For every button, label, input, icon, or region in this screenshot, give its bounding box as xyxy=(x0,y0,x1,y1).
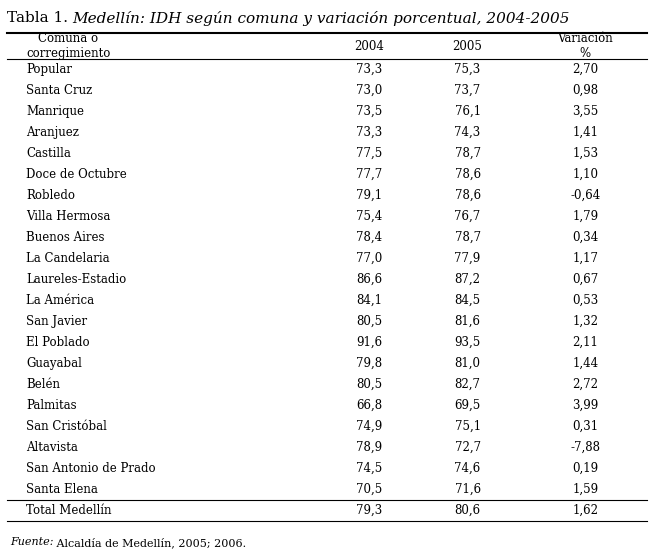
Text: 0,19: 0,19 xyxy=(572,462,598,475)
Text: 74,5: 74,5 xyxy=(356,462,383,475)
Text: 1,79: 1,79 xyxy=(572,210,598,223)
Text: 1,44: 1,44 xyxy=(572,357,598,370)
Text: El Poblado: El Poblado xyxy=(26,336,90,349)
Text: 70,5: 70,5 xyxy=(356,483,383,496)
Text: 77,9: 77,9 xyxy=(455,252,481,265)
Text: 91,6: 91,6 xyxy=(356,336,383,349)
Text: 2,11: 2,11 xyxy=(572,336,598,349)
Text: 3,55: 3,55 xyxy=(572,105,598,118)
Text: Laureles-Estadio: Laureles-Estadio xyxy=(26,273,126,286)
Text: 0,53: 0,53 xyxy=(572,294,598,307)
Text: 77,7: 77,7 xyxy=(356,168,383,181)
Text: -7,88: -7,88 xyxy=(570,441,600,454)
Text: Villa Hermosa: Villa Hermosa xyxy=(26,210,111,223)
Text: La Candelaria: La Candelaria xyxy=(26,252,110,265)
Text: 3,99: 3,99 xyxy=(572,399,598,412)
Text: 66,8: 66,8 xyxy=(356,399,383,412)
Text: 74,6: 74,6 xyxy=(455,462,481,475)
Text: 76,7: 76,7 xyxy=(455,210,481,223)
Text: 73,3: 73,3 xyxy=(356,63,383,76)
Text: -0,64: -0,64 xyxy=(570,189,600,202)
Text: 78,6: 78,6 xyxy=(455,168,481,181)
Text: Variación
%: Variación % xyxy=(557,32,613,60)
Text: 77,0: 77,0 xyxy=(356,252,383,265)
Text: 79,3: 79,3 xyxy=(356,504,383,517)
Text: San Antonio de Prado: San Antonio de Prado xyxy=(26,462,156,475)
Text: 73,7: 73,7 xyxy=(455,84,481,97)
Text: 76,1: 76,1 xyxy=(455,105,481,118)
Text: 78,6: 78,6 xyxy=(455,189,481,202)
Text: La América: La América xyxy=(26,294,94,307)
Text: Alcaldía de Medellín, 2005; 2006.: Alcaldía de Medellín, 2005; 2006. xyxy=(54,537,247,548)
Text: 84,5: 84,5 xyxy=(455,294,481,307)
Text: Altavista: Altavista xyxy=(26,441,78,454)
Text: 86,6: 86,6 xyxy=(356,273,383,286)
Text: Castilla: Castilla xyxy=(26,147,71,160)
Text: 75,1: 75,1 xyxy=(455,420,481,433)
Text: Doce de Octubre: Doce de Octubre xyxy=(26,168,127,181)
Text: 74,9: 74,9 xyxy=(356,420,383,433)
Text: Total Medellín: Total Medellín xyxy=(26,504,112,517)
Text: Comuna o
corregimiento: Comuna o corregimiento xyxy=(26,32,111,60)
Text: 93,5: 93,5 xyxy=(455,336,481,349)
Text: 84,1: 84,1 xyxy=(356,294,383,307)
Text: 75,3: 75,3 xyxy=(455,63,481,76)
Text: Popular: Popular xyxy=(26,63,72,76)
Text: 1,53: 1,53 xyxy=(572,147,598,160)
Text: Tabla 1.: Tabla 1. xyxy=(7,11,73,25)
Text: 1,41: 1,41 xyxy=(572,126,598,139)
Text: 78,7: 78,7 xyxy=(455,231,481,244)
Text: 1,32: 1,32 xyxy=(572,315,598,328)
Text: 73,5: 73,5 xyxy=(356,105,383,118)
Text: Santa Elena: Santa Elena xyxy=(26,483,98,496)
Text: 72,7: 72,7 xyxy=(455,441,481,454)
Text: 73,3: 73,3 xyxy=(356,126,383,139)
Text: 2004: 2004 xyxy=(354,40,385,52)
Text: Guayabal: Guayabal xyxy=(26,357,82,370)
Text: Fuente:: Fuente: xyxy=(10,537,54,547)
Text: 1,62: 1,62 xyxy=(572,504,598,517)
Text: 1,59: 1,59 xyxy=(572,483,598,496)
Text: 71,6: 71,6 xyxy=(455,483,481,496)
Text: 80,5: 80,5 xyxy=(356,378,383,391)
Text: 75,4: 75,4 xyxy=(356,210,383,223)
Text: 78,4: 78,4 xyxy=(356,231,383,244)
Text: 79,8: 79,8 xyxy=(356,357,383,370)
Text: Palmitas: Palmitas xyxy=(26,399,77,412)
Text: 77,5: 77,5 xyxy=(356,147,383,160)
Text: Robledo: Robledo xyxy=(26,189,75,202)
Text: 81,6: 81,6 xyxy=(455,315,481,328)
Text: 0,67: 0,67 xyxy=(572,273,598,286)
Text: 80,5: 80,5 xyxy=(356,315,383,328)
Text: 1,17: 1,17 xyxy=(572,252,598,265)
Text: 79,1: 79,1 xyxy=(356,189,383,202)
Text: 0,98: 0,98 xyxy=(572,84,598,97)
Text: 74,3: 74,3 xyxy=(455,126,481,139)
Text: 2,72: 2,72 xyxy=(572,378,598,391)
Text: 81,0: 81,0 xyxy=(455,357,481,370)
Text: 73,0: 73,0 xyxy=(356,84,383,97)
Text: 1,10: 1,10 xyxy=(572,168,598,181)
Text: 2,70: 2,70 xyxy=(572,63,598,76)
Text: 69,5: 69,5 xyxy=(455,399,481,412)
Text: Belén: Belén xyxy=(26,378,60,391)
Text: Santa Cruz: Santa Cruz xyxy=(26,84,92,97)
Text: 80,6: 80,6 xyxy=(455,504,481,517)
Text: Manrique: Manrique xyxy=(26,105,84,118)
Text: Medellín: IDH según comuna y variación porcentual, 2004-2005: Medellín: IDH según comuna y variación p… xyxy=(73,11,570,26)
Text: 78,7: 78,7 xyxy=(455,147,481,160)
Text: 2005: 2005 xyxy=(453,40,483,52)
Text: 0,31: 0,31 xyxy=(572,420,598,433)
Text: 82,7: 82,7 xyxy=(455,378,481,391)
Text: San Cristóbal: San Cristóbal xyxy=(26,420,107,433)
Text: 78,9: 78,9 xyxy=(356,441,383,454)
Text: Buenos Aires: Buenos Aires xyxy=(26,231,105,244)
Text: 0,34: 0,34 xyxy=(572,231,598,244)
Text: Aranjuez: Aranjuez xyxy=(26,126,79,139)
Text: 87,2: 87,2 xyxy=(455,273,481,286)
Text: San Javier: San Javier xyxy=(26,315,87,328)
